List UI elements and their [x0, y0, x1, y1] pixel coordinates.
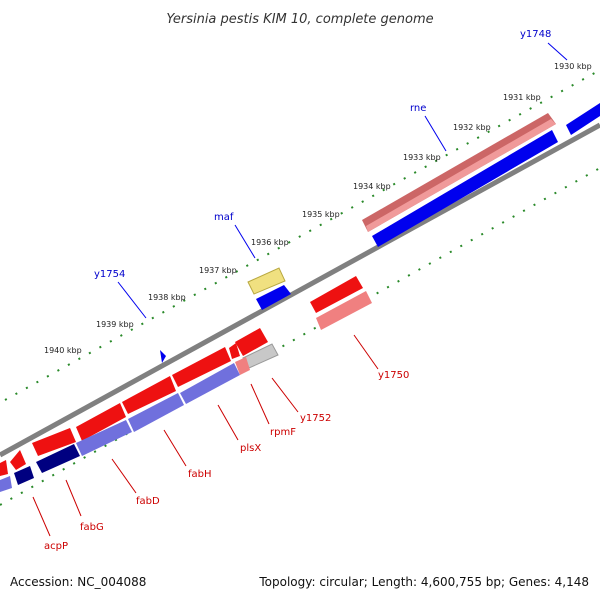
- reverse-strand-features: [0, 113, 556, 476]
- gene-arrow-fabD[interactable]: [76, 403, 126, 441]
- gene-label[interactable]: rpmF: [270, 427, 296, 438]
- gene-arrow-y1750-upper[interactable]: [310, 276, 363, 313]
- gene-label[interactable]: acpP: [44, 541, 68, 552]
- gene-label[interactable]: y1752: [300, 413, 331, 424]
- gene-label[interactable]: y1748: [520, 29, 551, 40]
- reverse-label-leaders: [32, 334, 379, 537]
- gene-arrow-fabG[interactable]: [32, 428, 76, 456]
- leader-y1748: [547, 42, 568, 61]
- scale-dots-outer: [4, 69, 600, 401]
- gene-arrow-pink-small[interactable]: [235, 357, 250, 375]
- gene-label[interactable]: plsX: [240, 443, 261, 454]
- leader-y1750: [353, 334, 379, 370]
- gene-arrow-y1750-lower[interactable]: [316, 291, 372, 330]
- tick-label: 1935 kbp: [302, 210, 340, 219]
- gene-arrow-y1752[interactable]: [235, 328, 268, 356]
- gene-arrow-rne-fwd[interactable]: [372, 130, 558, 247]
- forward-label-leaders: [117, 42, 568, 319]
- tick-label: 1931 kbp: [503, 93, 541, 102]
- gene-arrow-y1754[interactable]: [160, 350, 166, 363]
- gene-label[interactable]: y1754: [94, 269, 125, 280]
- reverse-gene-labels: y1750 y1752 rpmF plsX fabH fabD fabG acp…: [44, 370, 409, 552]
- gene-arrow-rpmF[interactable]: [229, 343, 240, 359]
- scale-dots-inner: [0, 167, 600, 506]
- accession-text: Accession: NC_004088: [10, 575, 146, 589]
- gene-block-acpP-fwd[interactable]: [14, 466, 34, 485]
- gene-arrow-rne[interactable]: [366, 119, 556, 232]
- gene-label[interactable]: maf: [214, 212, 234, 223]
- gene-arrow-maf-yellow[interactable]: [247, 267, 286, 295]
- leader-y1754: [117, 281, 147, 319]
- summary-text: Topology: circular; Length: 4,600,755 bp…: [258, 575, 589, 589]
- gene-block-fabG-fwd[interactable]: [36, 444, 80, 473]
- gene-label[interactable]: fabG: [80, 522, 104, 533]
- scale-tick-labels: 1930 kbp 1931 kbp 1932 kbp 1933 kbp 1934…: [44, 62, 592, 355]
- tick-label: 1934 kbp: [353, 182, 391, 191]
- gene-label[interactable]: y1750: [378, 370, 409, 381]
- gene-block-left-edge-fwd[interactable]: [0, 476, 12, 492]
- gene-block-plsX-fwd[interactable]: [180, 363, 240, 404]
- gene-label[interactable]: fabD: [136, 496, 160, 507]
- gene-arrow-acpP[interactable]: [10, 450, 26, 470]
- gene-arrow-plsX[interactable]: [172, 347, 231, 387]
- forward-strand-features: [0, 103, 600, 492]
- leader-fabD: [111, 458, 137, 494]
- gene-label[interactable]: fabH: [188, 469, 212, 480]
- gene-arrow-fabH[interactable]: [122, 376, 176, 414]
- leader-rpmF: [250, 383, 270, 425]
- tick-label: 1939 kbp: [96, 320, 134, 329]
- gene-arrow-y1748[interactable]: [566, 103, 600, 135]
- map-title: Yersinia pestis KIM 10, complete genome: [166, 12, 433, 27]
- tick-label: 1940 kbp: [44, 346, 82, 355]
- leader-fabG: [65, 479, 82, 517]
- tick-label: 1936 kbp: [251, 238, 289, 247]
- gene-block-fabD-fwd[interactable]: [76, 420, 132, 456]
- forward-gene-labels: y1748 rne maf y1754: [94, 29, 551, 280]
- leader-maf: [234, 224, 256, 259]
- leader-fabH: [163, 429, 187, 467]
- tick-label: 1930 kbp: [554, 62, 592, 71]
- genome-backbone: [0, 122, 600, 458]
- tick-label: 1933 kbp: [403, 153, 441, 162]
- tick-label: 1937 kbp: [199, 266, 237, 275]
- gene-arrow-left-edge[interactable]: [0, 460, 8, 476]
- tick-label: 1932 kbp: [453, 123, 491, 132]
- gene-arrow-maf[interactable]: [256, 285, 291, 310]
- leader-plsX: [217, 404, 239, 441]
- leader-y1752: [271, 377, 299, 413]
- tick-label: 1938 kbp: [148, 293, 186, 302]
- gene-block-fabH-fwd[interactable]: [128, 393, 184, 432]
- leader-rne: [424, 115, 447, 152]
- leader-acpP: [32, 496, 51, 537]
- gene-label[interactable]: rne: [410, 103, 426, 114]
